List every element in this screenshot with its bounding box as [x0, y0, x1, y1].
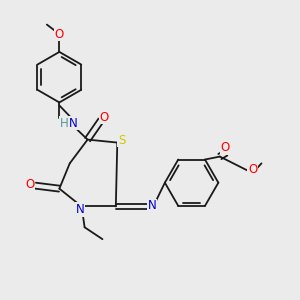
- Text: H: H: [59, 117, 68, 130]
- Text: O: O: [99, 111, 109, 124]
- Text: O: O: [26, 178, 35, 191]
- Text: N: N: [76, 203, 85, 216]
- Text: O: O: [220, 141, 230, 154]
- Text: O: O: [248, 164, 257, 176]
- Text: S: S: [118, 134, 125, 147]
- Text: O: O: [55, 28, 64, 40]
- Text: N: N: [148, 200, 157, 212]
- Text: N: N: [69, 117, 78, 130]
